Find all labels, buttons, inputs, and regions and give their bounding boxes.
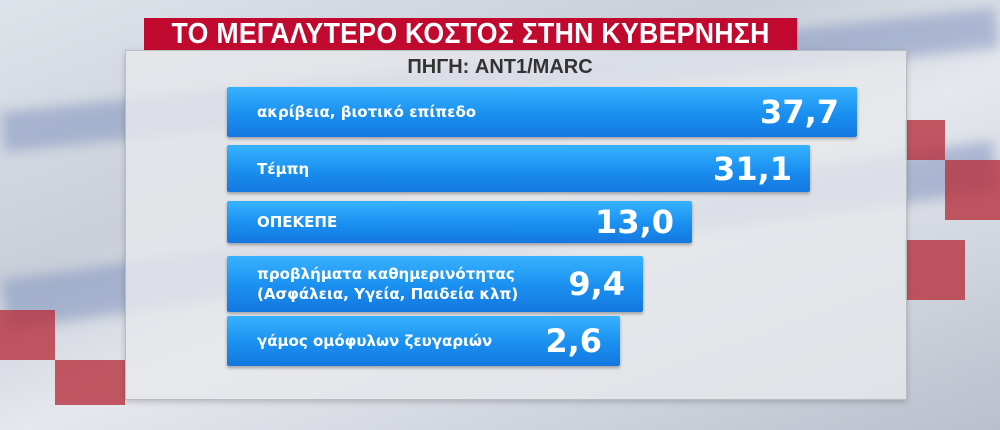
bar-label-line: ΟΠΕΚΕΠΕ [257,213,338,231]
bar-label: ΟΠΕΚΕΠΕ [257,212,337,232]
bar: γάμος ομόφυλων ζευγαριών 2,6 [227,316,620,366]
background-square [905,120,945,160]
background-square [905,240,965,300]
chart-source: ΠΗΓΗ: ANT1/MARC [407,56,593,78]
bar-label: προβλήματα καθημερινότητας (Ασφάλεια, Υγε… [257,264,518,304]
bar: Τέμπη 31,1 [227,145,810,192]
background-square [945,160,1000,220]
bar-label-line: γάμος ομόφυλων ζευγαριών [257,332,493,350]
bar: ακρίβεια, βιοτικό επίπεδο 37,7 [227,87,857,137]
bar-label: ακρίβεια, βιοτικό επίπεδο [257,102,476,122]
bar-value: 2,6 [545,322,602,360]
bar-value: 9,4 [568,265,625,303]
bar-label: Τέμπη [257,159,309,179]
bar-label-line: Τέμπη [257,159,310,178]
bar-value: 31,1 [713,149,792,188]
bar-label: γάμος ομόφυλων ζευγαριών [257,331,492,351]
bar-label-line: ακρίβεια, βιοτικό επίπεδο [257,103,477,121]
background-square [0,310,55,360]
bar: ΟΠΕΚΕΠΕ 13,0 [227,201,692,243]
bar-label-line: προβλήματα καθημερινότητας [257,265,515,283]
bar-label-line: (Ασφάλεια, Υγεία, Παιδεία κλπ) [257,285,519,303]
background-square [55,360,125,405]
chart-title: ΤΟ ΜΕΓΑΛΥΤΕΡΟ ΚΟΣΤΟΣ ΣΤΗΝ ΚΥΒΕΡΝΗΣΗ [144,18,798,50]
bar-value: 37,7 [760,93,839,131]
bar: προβλήματα καθημερινότητας (Ασφάλεια, Υγε… [227,256,643,312]
bar-value: 13,0 [595,203,674,241]
